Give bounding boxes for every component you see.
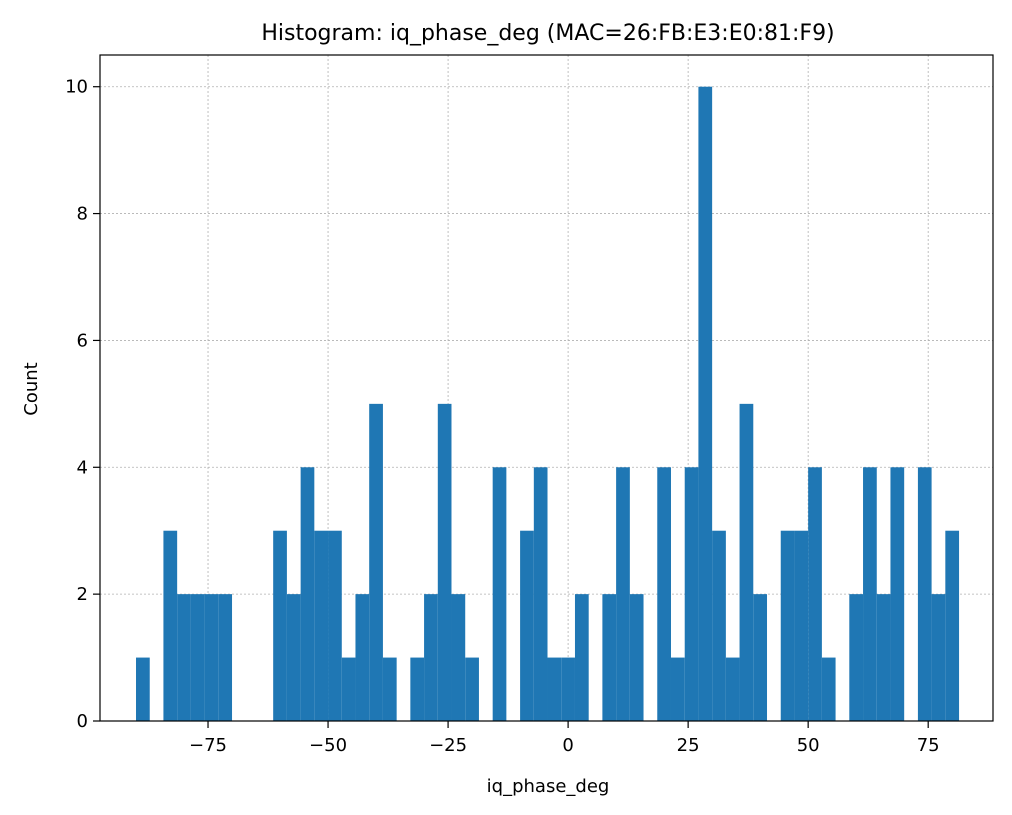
histogram-bar [314, 530, 329, 721]
histogram-bar [876, 594, 891, 721]
histogram-bars [136, 86, 960, 721]
x-tick-label: 50 [797, 735, 820, 756]
y-axis-ticks: 0 2 4 6 8 10 [65, 77, 100, 732]
histogram-bar [780, 530, 795, 721]
histogram-bar [849, 594, 864, 721]
histogram-bar [739, 403, 754, 721]
y-tick-label: 8 [77, 204, 88, 225]
histogram-bar [136, 657, 150, 721]
histogram-bar [300, 467, 315, 721]
histogram-bar [602, 594, 617, 721]
histogram-bar [369, 403, 383, 721]
histogram-bar [684, 467, 699, 721]
y-tick-label: 6 [77, 330, 88, 351]
histogram-bar [286, 594, 301, 721]
histogram-bar [204, 594, 219, 721]
histogram-bar [341, 657, 356, 721]
histogram-bar [794, 530, 809, 721]
histogram-bar [424, 594, 438, 721]
histogram-bar [712, 530, 726, 721]
x-tick-label: −25 [429, 735, 467, 756]
histogram-bar [382, 657, 397, 721]
histogram-bar [465, 657, 479, 721]
histogram-bar [437, 403, 452, 721]
histogram-bar [177, 594, 191, 721]
x-axis-ticks: −75 −50 −25 0 25 50 75 [189, 721, 940, 756]
histogram-bar [670, 657, 685, 721]
histogram-bar [410, 657, 425, 721]
histogram-bar [561, 657, 575, 721]
x-tick-label: 0 [562, 735, 573, 756]
histogram-bar [218, 594, 233, 721]
x-tick-label: 25 [677, 735, 700, 756]
histogram-bar [163, 530, 178, 721]
y-tick-label: 2 [77, 584, 88, 605]
histogram-bar [821, 657, 836, 721]
histogram-bar [190, 594, 205, 721]
histogram-bar [657, 467, 671, 721]
histogram-bar [698, 86, 713, 721]
y-axis-label: Count [21, 362, 42, 415]
histogram-bar [355, 594, 370, 721]
histogram-bar [931, 594, 946, 721]
histogram-bar [945, 530, 960, 721]
x-axis-label: iq_phase_deg [487, 776, 610, 797]
histogram-bar [753, 594, 768, 721]
histogram-bar [451, 594, 466, 721]
histogram-bar [725, 657, 740, 721]
grid [100, 55, 993, 722]
histogram-bar [808, 467, 822, 721]
histogram-bar [863, 467, 877, 721]
x-tick-label: 75 [917, 735, 940, 756]
x-tick-label: −75 [189, 735, 227, 756]
histogram-bar [273, 530, 287, 721]
histogram-bar [492, 467, 507, 721]
plot-frame [99, 54, 994, 722]
histogram-bar [616, 467, 630, 721]
histogram-bar [890, 467, 905, 721]
histogram-bar [533, 467, 548, 721]
y-tick-label: 0 [77, 711, 88, 732]
histogram-bar [574, 594, 589, 721]
histogram-bar [328, 530, 342, 721]
histogram-bar [547, 657, 562, 721]
x-tick-label: −50 [309, 735, 347, 756]
histogram-bar [917, 467, 932, 721]
histogram-bar [520, 530, 534, 721]
histogram-bar [629, 594, 644, 721]
chart-title: Histogram: iq_phase_deg (MAC=26:FB:E3:E0… [261, 21, 834, 46]
y-tick-label: 4 [77, 457, 88, 478]
y-tick-label: 10 [65, 77, 88, 98]
